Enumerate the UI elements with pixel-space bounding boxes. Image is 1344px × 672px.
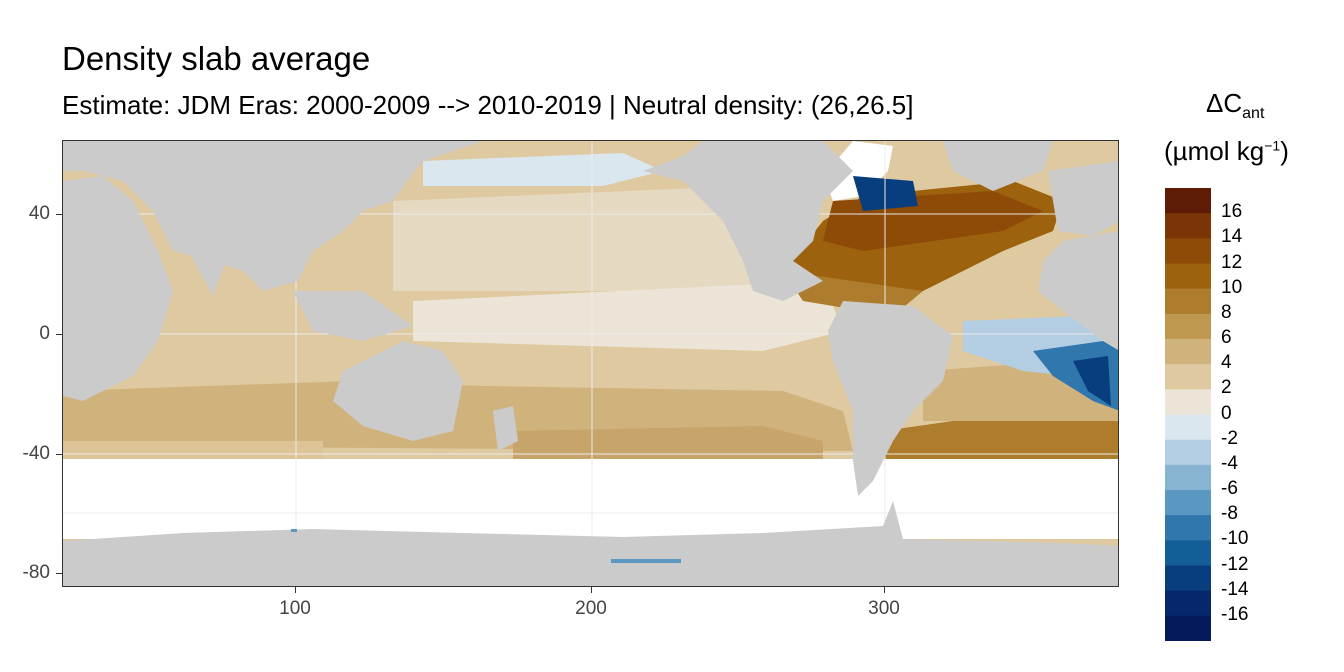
y-tick-mark (56, 454, 62, 455)
color-scale-step (1165, 389, 1211, 415)
color-scale-step (1165, 540, 1211, 566)
y-tick-label-0: 0 (39, 323, 50, 344)
color-scale-step (1165, 590, 1211, 617)
color-scale-step (1165, 213, 1211, 239)
land-india (183, 241, 233, 296)
land-south-america (828, 301, 953, 496)
x-tick-mark (295, 587, 296, 593)
color-scale-label: -14 (1221, 578, 1249, 600)
color-scale-label: 8 (1221, 301, 1232, 323)
color-scale-label: -10 (1221, 528, 1249, 550)
color-scale-step (1165, 414, 1211, 441)
color-scale-label: 0 (1221, 402, 1232, 424)
land-africa-east (1038, 231, 1118, 350)
y-tick-label-minus-40: -40 (22, 443, 50, 464)
y-tick-mark (56, 214, 62, 215)
angola-core (1073, 356, 1111, 406)
map-panel (62, 140, 1119, 587)
color-scale-step (1165, 364, 1211, 390)
color-scale-step (1165, 615, 1211, 641)
south-atlantic-band (883, 411, 1118, 471)
color-scale-label: -16 (1221, 603, 1249, 625)
land-australia (333, 341, 463, 441)
southern-ocean-nodata (63, 459, 1118, 539)
color-scale-label: -6 (1221, 478, 1238, 499)
y-tick-mark (56, 573, 62, 574)
color-scale-label: -2 (1221, 427, 1238, 449)
x-tick-mark (884, 587, 885, 593)
land-greenland (943, 141, 1053, 191)
land-new-zealand (493, 406, 518, 451)
color-scale-label: -8 (1221, 503, 1238, 525)
color-scale-step (1165, 339, 1211, 365)
color-scale-step (1165, 288, 1211, 315)
color-scale-step (1165, 439, 1211, 466)
color-scale-label: 2 (1221, 377, 1232, 399)
land-europe (1048, 161, 1118, 236)
antarctic-negative-patch (291, 529, 297, 532)
plot-subtitle: Estimate: JDM Eras: 2000-2009 --> 2010-2… (62, 90, 914, 120)
color-scale-label: 12 (1221, 251, 1243, 273)
land-africa-west (63, 176, 173, 401)
y-tick-label-40: 40 (28, 203, 50, 224)
x-tick-label-100: 100 (279, 598, 311, 619)
land-north-america (643, 141, 853, 301)
south-pacific-band (513, 426, 823, 461)
color-scale-label: 10 (1221, 276, 1243, 298)
x-tick-mark (591, 587, 592, 593)
color-scale-step (1165, 313, 1211, 340)
map-canvas (63, 141, 1118, 586)
land-antarctica (63, 501, 1118, 586)
color-scale-step (1165, 263, 1211, 290)
labrador-gap (823, 141, 893, 201)
x-tick-label-300: 300 (868, 598, 900, 619)
y-tick-label-minus-80: -80 (22, 562, 50, 583)
land-indonesia (293, 291, 413, 341)
land-eurasia (63, 141, 483, 291)
color-scale-step (1165, 238, 1211, 264)
color-scale-step (1165, 188, 1211, 214)
bering-light (423, 153, 663, 186)
x-tick-label-200: 200 (575, 598, 607, 619)
color-scale-step (1165, 515, 1211, 541)
ross-negative (611, 559, 681, 563)
color-scale-step (1165, 464, 1211, 491)
land-masses (63, 141, 1118, 586)
color-scale-bar (1165, 188, 1211, 641)
south-indian-band (63, 441, 323, 461)
color-scale-label: -4 (1221, 452, 1238, 474)
color-scale-svg (1165, 188, 1211, 641)
plot-title: Density slab average (62, 40, 371, 77)
color-scale-label: 6 (1221, 327, 1232, 348)
color-scale-step (1165, 490, 1211, 516)
color-scale-label: 14 (1221, 226, 1243, 248)
legend-title: ΔCant (1206, 88, 1265, 123)
y-tick-mark (56, 334, 62, 335)
north-pacific-light (393, 186, 783, 291)
color-scale-step (1165, 565, 1211, 592)
legend-unit: (µmol kg−1) (1164, 136, 1289, 166)
color-scale-label: 4 (1221, 352, 1232, 374)
color-scale-label: 16 (1221, 201, 1243, 223)
color-scale-label: -12 (1221, 553, 1249, 575)
